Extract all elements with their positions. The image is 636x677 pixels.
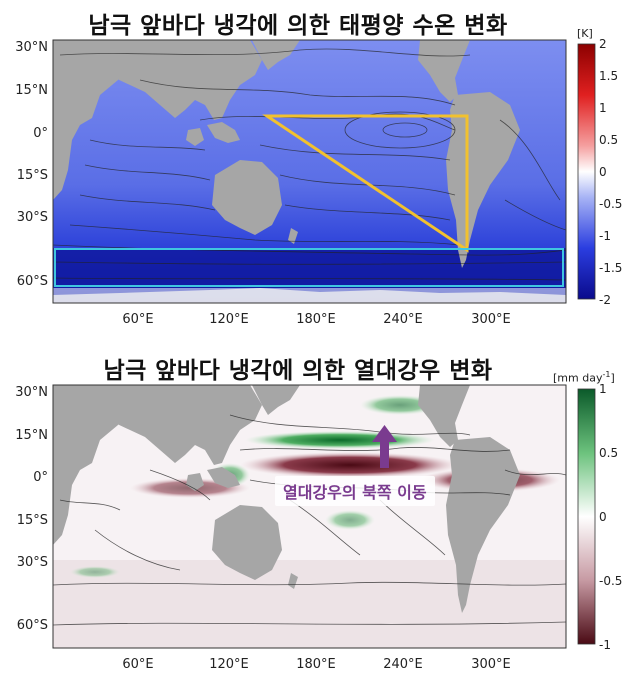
panel2-colorbar xyxy=(577,388,596,645)
cb-tick: -0.5 xyxy=(599,197,622,211)
cb-tick: -2 xyxy=(599,293,611,307)
panel2-lat-axis: 30°N 15°N 0° 15°S 30°S 60°S xyxy=(15,385,48,633)
panel2-map xyxy=(53,385,566,648)
cb-tick: -1 xyxy=(599,229,611,243)
panel1-lat-axis: 30°N 15°N 0° 15°S 30°S 60°S xyxy=(15,40,48,289)
northward-arrow xyxy=(372,425,397,468)
cb-tick: 0.5 xyxy=(599,446,618,460)
lon-label: 180°E xyxy=(296,312,336,327)
panel2-frame xyxy=(52,384,567,649)
lon-label: 300°E xyxy=(471,312,511,327)
panel1-map xyxy=(53,40,566,303)
cb-tick: 2 xyxy=(599,37,607,51)
panel2-contours xyxy=(53,414,566,626)
cb-tick: -0.5 xyxy=(599,574,622,588)
lat-label: 30°S xyxy=(17,210,48,225)
panel1-colorbar xyxy=(577,43,596,300)
cb-tick: 1 xyxy=(599,101,607,115)
cb-tick: 1.5 xyxy=(599,69,618,83)
rainfall-shift-annotation: 열대강우의 북쪽 이동 xyxy=(275,476,435,506)
panel2-land xyxy=(53,385,520,613)
lat-label: 30°N xyxy=(15,385,48,400)
lon-label: 240°E xyxy=(383,657,423,672)
panel2-unit: [mm day-1] xyxy=(553,370,615,385)
cb-tick: 0.5 xyxy=(599,133,618,147)
panel1-colorbar-ticks: 2 1.5 1 0.5 0 -0.5 -1 -1.5 -2 xyxy=(599,37,622,307)
panel2-lon-axis: 60°E 120°E 180°E 240°E 300°E xyxy=(122,657,510,672)
lon-label: 240°E xyxy=(383,312,423,327)
cb-tick: -1.5 xyxy=(599,261,622,275)
panel1-lon-axis: 60°E 120°E 180°E 240°E 300°E xyxy=(122,312,510,327)
cb-tick: 1 xyxy=(599,382,607,396)
lat-label: 15°S xyxy=(17,168,48,183)
cb-tick: -1 xyxy=(599,638,611,652)
lon-label: 120°E xyxy=(209,657,249,672)
lat-label: 60°S xyxy=(17,618,48,633)
rain-decrease-band xyxy=(240,452,460,478)
lon-label: 60°E xyxy=(122,312,153,327)
cb-tick: 0 xyxy=(599,165,607,179)
lon-label: 300°E xyxy=(471,657,511,672)
panel1-southern-ocean xyxy=(53,248,566,288)
panel1-southern-box xyxy=(54,248,564,287)
lat-label: 15°N xyxy=(15,83,48,98)
lon-label: 180°E xyxy=(296,657,336,672)
lat-label: 0° xyxy=(33,470,48,485)
lat-label: 15°S xyxy=(17,513,48,528)
lon-label: 120°E xyxy=(209,312,249,327)
panel1-unit: [K] xyxy=(577,27,593,40)
lat-label: 30°N xyxy=(15,40,48,55)
panel2-title: 남극 앞바다 냉각에 의한 열대강우 변화 xyxy=(103,358,493,384)
panel1-frame xyxy=(52,39,567,304)
lat-label: 15°N xyxy=(15,428,48,443)
lat-label: 60°S xyxy=(17,274,48,289)
lon-label: 60°E xyxy=(122,657,153,672)
lat-label: 30°S xyxy=(17,555,48,570)
panel1-title: 남극 앞바다 냉각에 의한 태평양 수온 변화 xyxy=(88,13,508,39)
panel2-colorbar-ticks: 1 0.5 0 -0.5 -1 xyxy=(599,382,622,652)
lat-label: 0° xyxy=(33,126,48,141)
cb-tick: 0 xyxy=(599,510,607,524)
panel1-triangle-region xyxy=(262,114,469,253)
